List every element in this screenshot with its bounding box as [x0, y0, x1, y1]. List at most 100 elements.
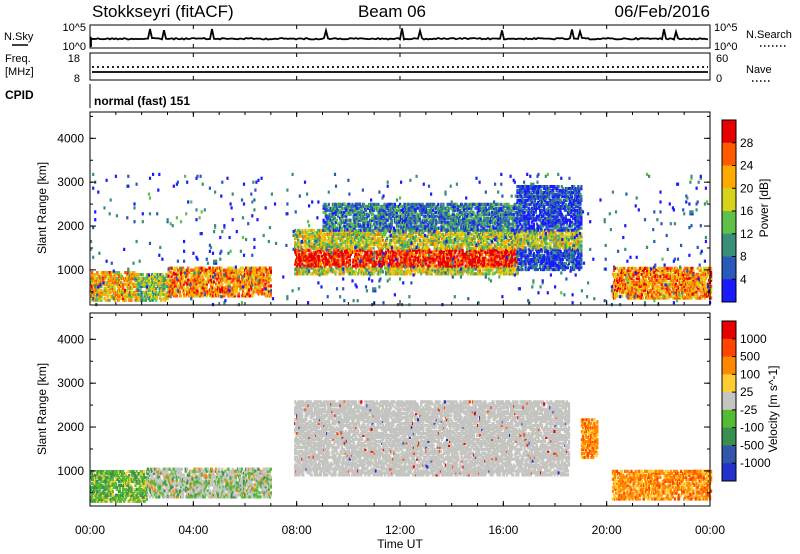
scatter-cell [297, 244, 300, 248]
scatter-cell [422, 270, 425, 274]
scatter-cell [409, 232, 412, 236]
scatter-cell [258, 282, 261, 286]
scatter-cell [400, 256, 403, 260]
scatter-cell [381, 238, 385, 242]
scatter-cell [416, 248, 419, 252]
scatter-cell [411, 232, 415, 236]
scatter-cell [100, 292, 103, 296]
scatter-cell [351, 240, 355, 244]
scatter-cell [196, 266, 199, 270]
scatter-cell [329, 254, 332, 258]
scatter-cell [151, 273, 154, 277]
scatter-cell [417, 268, 420, 272]
scatter-cell [236, 272, 239, 276]
scatter-cell [91, 280, 94, 285]
scatter-cell [131, 286, 134, 290]
scatter-cell [97, 280, 100, 285]
scatter-cell [180, 278, 184, 282]
scatter-cell [248, 290, 251, 294]
scatter-cell [112, 290, 115, 294]
scatter-cell [333, 250, 336, 254]
scatter-cell [148, 288, 152, 292]
scatter-cell [262, 274, 265, 278]
scatter-cell [335, 270, 338, 274]
scatter-cell [303, 240, 306, 244]
scatter-cell [390, 238, 393, 242]
scatter-cell [259, 284, 262, 288]
scatter-cell [142, 282, 145, 286]
scatter-cell [329, 238, 332, 242]
scatter-cell [164, 278, 167, 283]
scatter-cell [233, 288, 236, 292]
scatter-cell [205, 282, 208, 286]
scatter-cell [323, 234, 326, 238]
scatter-cell [422, 268, 425, 272]
scatter-cell [404, 236, 407, 240]
scatter-cell [371, 242, 374, 246]
scatter-cell [415, 252, 418, 256]
scatter-cell [346, 252, 349, 256]
scatter-cell [308, 266, 311, 270]
scatter-cell [173, 266, 176, 270]
scatter-cell [416, 238, 419, 242]
scatter-cell [344, 232, 347, 236]
scatter-cell [341, 236, 344, 240]
scatter-cell [96, 271, 99, 275]
scatter-cell [324, 264, 327, 268]
scatter-cell [397, 234, 400, 238]
scatter-cell [237, 272, 240, 276]
scatter-cell [398, 238, 401, 242]
scatter-cell [238, 268, 241, 272]
scatter-cell [139, 276, 142, 281]
scatter-cell [228, 282, 231, 286]
scatter-cell [314, 252, 317, 256]
scatter-cell [117, 298, 121, 302]
scatter-cell [394, 236, 397, 240]
scatter-cell [356, 234, 359, 238]
scatter-cell [393, 256, 396, 260]
scatter-cell [305, 248, 308, 252]
scatter-cell [512, 266, 515, 270]
scatter-cell [143, 276, 146, 281]
scatter-cell [378, 260, 381, 264]
scatter-cell [405, 246, 408, 250]
scatter-cell [469, 258, 472, 262]
scatter-cell [418, 232, 421, 236]
scatter-cell [428, 264, 431, 268]
scatter-cell [330, 266, 333, 270]
scatter-cell [91, 275, 94, 279]
scatter-cell [367, 232, 370, 236]
scatter-cell [375, 262, 378, 266]
scatter-cell [205, 280, 208, 284]
scatter-cell [199, 290, 202, 294]
scatter-cell [100, 296, 103, 300]
scatter-cell [332, 268, 335, 272]
scatter-cell [311, 230, 314, 235]
scatter-cell [316, 248, 319, 252]
scatter-cell [379, 266, 382, 270]
scatter-cell [226, 268, 229, 272]
scatter-cell [349, 242, 353, 246]
scatter-cell [339, 270, 342, 274]
scatter-cell [240, 282, 244, 286]
scatter-cell [330, 262, 333, 266]
scatter-cell [176, 272, 179, 276]
scatter-cell [390, 240, 393, 244]
scatter-cell [103, 296, 106, 300]
scatter-cell [373, 270, 376, 274]
scatter-cell [140, 280, 143, 285]
scatter-cell [407, 242, 410, 246]
scatter-cell [114, 296, 117, 300]
scatter-cell [97, 290, 100, 294]
scatter-cell [171, 280, 174, 284]
scatter-cell [376, 240, 379, 244]
scatter-cell [371, 236, 374, 240]
scatter-cell [223, 270, 226, 274]
scatter-cell [97, 278, 100, 283]
scatter-cell [159, 276, 162, 281]
scatter-cell [296, 272, 299, 276]
scatter-cell [333, 256, 336, 260]
scatter-cell [94, 278, 97, 283]
scatter-cell [358, 268, 361, 272]
scatter-cell [173, 284, 176, 288]
